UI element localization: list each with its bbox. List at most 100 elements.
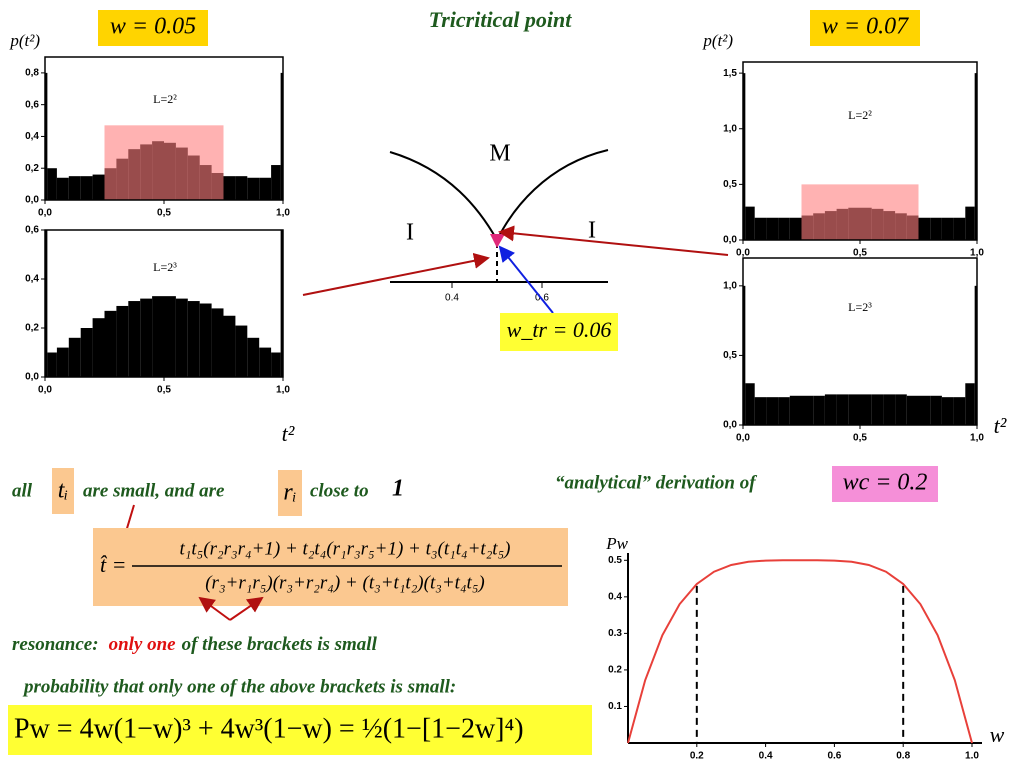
y-tick-label: 0,0 bbox=[25, 195, 39, 206]
bar bbox=[918, 395, 931, 425]
bar bbox=[745, 206, 755, 240]
inner-label: L=2² bbox=[848, 108, 872, 122]
x-tick-label: 0,5 bbox=[157, 385, 171, 396]
text: rᵢ bbox=[283, 480, 296, 506]
text: all bbox=[12, 480, 33, 501]
bar bbox=[754, 217, 767, 240]
x-axis-label: t² bbox=[282, 421, 295, 446]
y-tick-label: 0,0 bbox=[723, 420, 737, 431]
highlight-box bbox=[278, 470, 302, 516]
x-axis-label: t² bbox=[994, 413, 1007, 438]
bar bbox=[47, 168, 57, 200]
bar bbox=[766, 217, 779, 240]
y-tick-label: 0.2 bbox=[608, 665, 622, 676]
bar bbox=[801, 395, 814, 425]
arrow bbox=[498, 245, 554, 314]
bar bbox=[895, 394, 907, 425]
bar bbox=[953, 217, 966, 240]
y-axis-label: p(t²) bbox=[702, 31, 733, 50]
bar bbox=[128, 301, 141, 377]
bar bbox=[745, 383, 755, 425]
x-tick-label: 1,0 bbox=[276, 208, 290, 219]
highlight bbox=[801, 184, 919, 240]
text: probability that only one of the above b… bbox=[22, 676, 456, 697]
bar bbox=[116, 305, 129, 377]
y-tick-label: 0,0 bbox=[25, 372, 39, 383]
bar bbox=[80, 176, 93, 200]
arrow bbox=[498, 225, 729, 256]
bar bbox=[974, 73, 977, 240]
text: 1 bbox=[392, 476, 404, 502]
y-tick-label: 0,4 bbox=[25, 274, 39, 285]
bar bbox=[789, 395, 802, 425]
bar bbox=[68, 337, 81, 377]
formula: Pw = 4w(1−w)³ + 4w³(1−w) = ½(1−[1−2w]⁴) bbox=[14, 713, 524, 744]
highlight-box bbox=[52, 468, 74, 514]
bar bbox=[743, 73, 746, 240]
phase-label: I bbox=[406, 220, 414, 246]
bar bbox=[92, 318, 105, 377]
bar bbox=[56, 177, 69, 200]
slide-title: Tricritical point bbox=[429, 7, 573, 32]
y-tick-label: 1,5 bbox=[723, 68, 737, 79]
chart-title: w = 0.05 bbox=[110, 14, 196, 40]
bar bbox=[235, 325, 248, 377]
highlight-box bbox=[832, 466, 938, 502]
bar bbox=[789, 217, 802, 240]
bar bbox=[930, 217, 942, 240]
bar bbox=[152, 296, 164, 377]
y-tick-label: 0,6 bbox=[25, 99, 39, 110]
bar bbox=[223, 315, 236, 377]
bar bbox=[918, 217, 931, 240]
phase-label: I bbox=[588, 218, 596, 244]
x-tick-label: 0,5 bbox=[157, 208, 171, 219]
text: are small, and are bbox=[83, 480, 225, 501]
text: only one bbox=[109, 634, 177, 655]
inner-label: L=2² bbox=[153, 92, 177, 106]
text: tᵢ bbox=[58, 478, 68, 504]
bar bbox=[883, 394, 896, 425]
point-label: w_tr = 0.06 bbox=[507, 317, 612, 342]
phase-diagram: M I I 0.4 0.6 w_tr = 0.06 bbox=[302, 141, 729, 351]
y-tick-label: 0,2 bbox=[25, 163, 39, 174]
bar bbox=[271, 165, 281, 200]
bar bbox=[45, 230, 48, 377]
text: resonance: bbox=[12, 634, 99, 655]
y-tick-label: 0,2 bbox=[25, 323, 39, 334]
y-axis-label: p(t²) bbox=[9, 31, 40, 50]
bar bbox=[259, 177, 272, 200]
y-tick-label: 0.5 bbox=[608, 555, 622, 566]
x-tick-label: 0.2 bbox=[690, 751, 704, 762]
x-tick-label: 0.8 bbox=[896, 751, 910, 762]
bar bbox=[906, 395, 919, 425]
bar bbox=[271, 352, 281, 377]
arrow bbox=[198, 596, 231, 621]
text: resonance: only one of these brackets is s… bbox=[12, 634, 378, 655]
bar bbox=[45, 72, 48, 200]
bar bbox=[187, 301, 200, 377]
x-tick-label: 0,0 bbox=[736, 433, 750, 444]
bar bbox=[778, 217, 790, 240]
bar bbox=[175, 298, 188, 377]
formula-denominator: (r₃+r₁r₅)(r₃+r₂r₄) + (t₃+t₁t₂)(t₃+t₄t₅) bbox=[205, 572, 485, 593]
bar bbox=[235, 176, 248, 200]
bar bbox=[930, 395, 942, 425]
x-tick-label: 1,0 bbox=[970, 248, 984, 259]
x-tick-label: 1.0 bbox=[965, 751, 979, 762]
tricritical-marker bbox=[490, 234, 505, 248]
bar bbox=[92, 174, 105, 200]
bar bbox=[941, 397, 954, 425]
x-tick-label: 0,0 bbox=[38, 208, 52, 219]
bar bbox=[941, 217, 954, 240]
x-tick-label: 0,0 bbox=[736, 248, 750, 259]
bar bbox=[247, 337, 260, 377]
arrow bbox=[229, 596, 264, 621]
bar bbox=[199, 303, 212, 377]
bar bbox=[211, 308, 224, 377]
chart-title: w = 0.07 bbox=[822, 14, 909, 40]
y-tick-label: 0,5 bbox=[723, 179, 737, 190]
bar bbox=[68, 176, 81, 200]
bar bbox=[754, 397, 767, 425]
bar bbox=[778, 397, 790, 425]
